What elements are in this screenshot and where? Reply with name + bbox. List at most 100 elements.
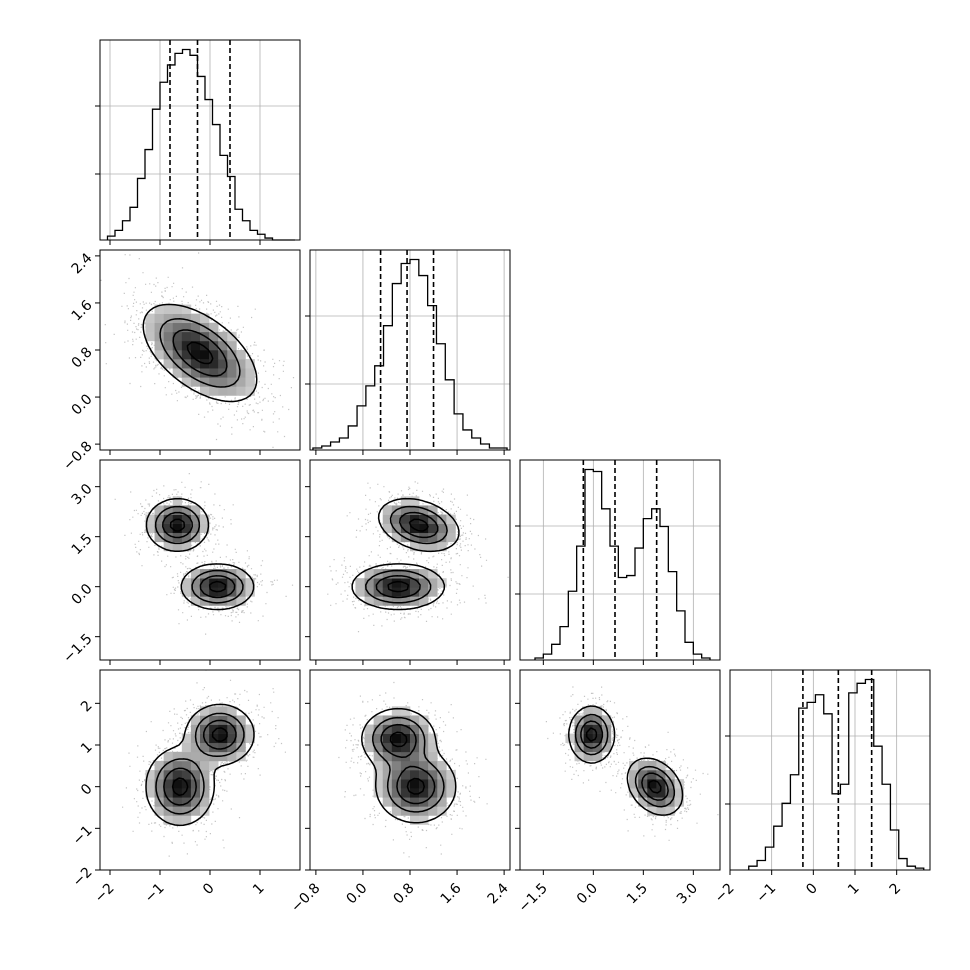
density-cell bbox=[145, 779, 155, 789]
density-cell bbox=[428, 541, 438, 552]
y-tick-label-1-2: 0.8 bbox=[69, 344, 96, 371]
density-cell bbox=[410, 587, 420, 597]
density-cell bbox=[665, 797, 675, 807]
density-cell bbox=[583, 706, 594, 716]
density-cell bbox=[391, 596, 402, 606]
density-cell bbox=[400, 797, 411, 807]
x-tick-label-1-2: 0.8 bbox=[391, 880, 418, 907]
x-tick-label-3-4: 2 bbox=[887, 880, 905, 898]
contour-3-3 bbox=[171, 727, 228, 796]
density-cell bbox=[391, 724, 402, 734]
density-cell bbox=[181, 770, 192, 780]
density-cell bbox=[190, 587, 201, 597]
density-cell bbox=[181, 541, 192, 552]
density-cell bbox=[382, 797, 393, 807]
density-cell bbox=[400, 496, 411, 506]
density-cell bbox=[154, 313, 164, 324]
density-cell bbox=[190, 322, 201, 333]
density-cell bbox=[181, 505, 192, 515]
density-cell bbox=[373, 751, 384, 762]
density-cell bbox=[181, 733, 192, 744]
x-tick-label-0-3: 1 bbox=[250, 880, 268, 898]
density-cell bbox=[209, 587, 219, 597]
density-cell bbox=[190, 377, 201, 387]
density-cell bbox=[419, 815, 429, 825]
density-cell bbox=[638, 760, 648, 771]
x-tick-label-3-1: −1 bbox=[753, 880, 779, 906]
y-tick-label-2-0: −1.5 bbox=[60, 631, 95, 666]
density-cell bbox=[629, 760, 639, 771]
density-cell bbox=[227, 377, 237, 387]
density-cell bbox=[209, 386, 219, 396]
density-cell bbox=[190, 514, 201, 524]
density-cell bbox=[181, 514, 192, 524]
density-cell bbox=[145, 523, 155, 534]
density-cell bbox=[437, 779, 447, 789]
density-cell bbox=[245, 368, 255, 378]
density-cell bbox=[200, 514, 210, 524]
density-cell bbox=[163, 788, 174, 798]
density-cell bbox=[391, 788, 402, 798]
density-cell bbox=[209, 359, 219, 369]
density-cell bbox=[410, 760, 420, 771]
contour-5-0 bbox=[568, 705, 684, 816]
density-cell bbox=[209, 377, 219, 387]
density-cell bbox=[410, 806, 420, 816]
density-cell bbox=[154, 331, 164, 342]
density-cell bbox=[190, 797, 201, 807]
density-cell bbox=[373, 779, 384, 789]
density-cell bbox=[145, 331, 155, 342]
density-cell bbox=[410, 578, 420, 588]
density-cell bbox=[428, 578, 438, 588]
density-cell bbox=[419, 505, 429, 515]
density-cell bbox=[446, 514, 456, 524]
density-cell bbox=[145, 770, 155, 780]
x-tick-label-2-3: 3.0 bbox=[674, 880, 701, 907]
contour-2-0 bbox=[351, 497, 460, 611]
density-cell bbox=[410, 541, 420, 552]
density-cell bbox=[236, 715, 246, 725]
density-cell bbox=[391, 742, 402, 753]
density-cell bbox=[665, 779, 675, 789]
density-cell bbox=[583, 715, 594, 725]
contour-4-0 bbox=[361, 707, 457, 824]
x-tick-label-2-1: 0.0 bbox=[574, 880, 601, 907]
density-cell bbox=[419, 751, 429, 762]
density-cell bbox=[674, 779, 684, 789]
density-cell bbox=[382, 523, 393, 534]
density-cell bbox=[419, 596, 429, 606]
density-cell bbox=[391, 760, 402, 771]
x-tick-label-3-3: 1 bbox=[845, 880, 863, 898]
density-cell bbox=[209, 724, 219, 734]
density-cell bbox=[382, 587, 393, 597]
density-cell bbox=[647, 797, 657, 807]
density-cell bbox=[181, 742, 192, 753]
density-cell bbox=[209, 322, 219, 333]
density-cell bbox=[200, 368, 210, 378]
contour-2-1 bbox=[365, 505, 448, 604]
density-cell bbox=[154, 505, 164, 515]
density-cell bbox=[592, 706, 603, 716]
density-cell bbox=[200, 340, 210, 351]
density-cell bbox=[227, 733, 237, 744]
density-cell bbox=[209, 368, 219, 378]
density-cell bbox=[172, 505, 183, 515]
density-cell bbox=[410, 496, 420, 506]
density-cell bbox=[665, 788, 675, 798]
density-cell bbox=[163, 505, 174, 515]
contour-5-2 bbox=[580, 720, 669, 801]
density-cell bbox=[181, 532, 192, 543]
density-cell bbox=[400, 733, 411, 744]
hist-frame-2 bbox=[519, 459, 721, 661]
density-cell bbox=[154, 788, 164, 798]
density-cell bbox=[400, 706, 411, 716]
density-cell bbox=[154, 797, 164, 807]
density-cell bbox=[190, 505, 201, 515]
density-cell bbox=[419, 770, 429, 780]
density-cell bbox=[446, 779, 456, 789]
density-cell bbox=[391, 532, 402, 543]
contour-0-2 bbox=[172, 329, 228, 377]
density-cell bbox=[382, 751, 393, 762]
density-cell bbox=[200, 788, 210, 798]
density-cell bbox=[446, 523, 456, 534]
